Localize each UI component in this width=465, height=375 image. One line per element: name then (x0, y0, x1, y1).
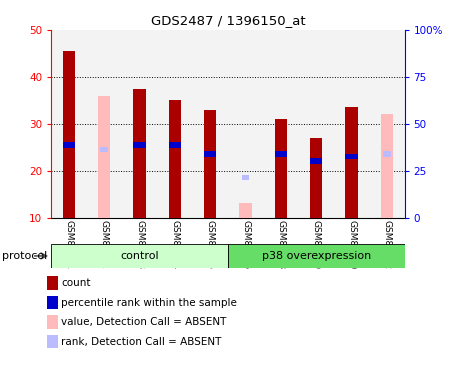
Bar (133, 142, 146, 148)
Bar (345, 154, 358, 159)
Bar (228, 244, 405, 268)
Bar (299, 30, 334, 217)
Text: count: count (61, 278, 91, 288)
Bar (263, 30, 299, 217)
Bar (157, 30, 193, 217)
Text: rank, Detection Call = ABSENT: rank, Detection Call = ABSENT (61, 337, 222, 346)
Bar (63, 142, 75, 148)
Bar (383, 152, 391, 157)
Bar (63, 51, 75, 217)
Bar (334, 30, 369, 217)
Bar (133, 88, 146, 218)
Bar (169, 100, 181, 218)
Bar (86, 30, 122, 217)
Title: GDS2487 / 1396150_at: GDS2487 / 1396150_at (151, 15, 305, 27)
Bar (100, 147, 108, 152)
Bar (228, 30, 263, 217)
Bar (239, 203, 252, 217)
Bar (51, 30, 86, 217)
Bar (122, 30, 157, 217)
Bar (169, 142, 181, 148)
Bar (381, 114, 393, 218)
Text: p38 overexpression: p38 overexpression (262, 251, 371, 261)
Bar (345, 107, 358, 218)
Bar (204, 110, 216, 218)
Bar (369, 30, 405, 217)
Bar (310, 138, 322, 218)
Bar (204, 152, 216, 157)
Text: control: control (120, 251, 159, 261)
Bar (193, 30, 228, 217)
Bar (51, 244, 228, 268)
Bar (275, 152, 287, 157)
Text: protocol: protocol (2, 251, 47, 261)
Text: percentile rank within the sample: percentile rank within the sample (61, 298, 237, 307)
Bar (275, 119, 287, 218)
Bar (310, 158, 322, 164)
Text: value, Detection Call = ABSENT: value, Detection Call = ABSENT (61, 317, 227, 327)
Bar (242, 175, 249, 180)
Bar (98, 96, 110, 218)
